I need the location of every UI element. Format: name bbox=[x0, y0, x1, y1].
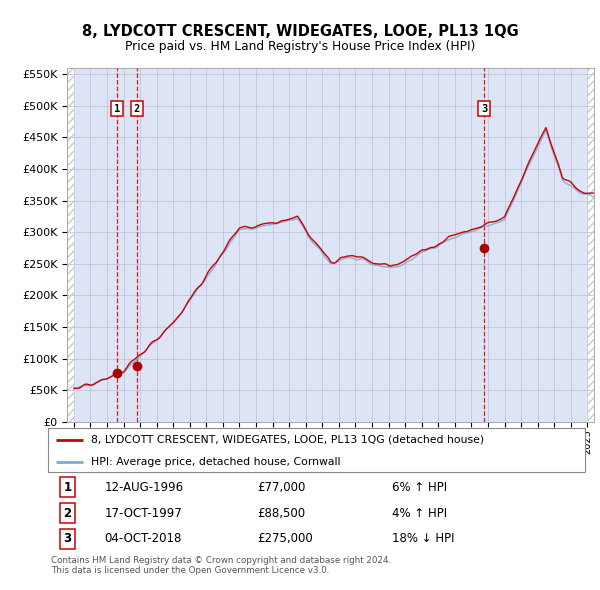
Text: 6% ↑ HPI: 6% ↑ HPI bbox=[392, 481, 447, 494]
Text: £77,000: £77,000 bbox=[257, 481, 306, 494]
Text: £275,000: £275,000 bbox=[257, 532, 313, 545]
Text: 2: 2 bbox=[134, 104, 140, 113]
Text: 04-OCT-2018: 04-OCT-2018 bbox=[104, 532, 182, 545]
Text: 12-AUG-1996: 12-AUG-1996 bbox=[104, 481, 184, 494]
Text: 1: 1 bbox=[114, 104, 121, 113]
Bar bbox=[67, 68, 74, 422]
Text: 4% ↑ HPI: 4% ↑ HPI bbox=[392, 506, 447, 520]
Text: 2: 2 bbox=[63, 506, 71, 520]
Text: Price paid vs. HM Land Registry's House Price Index (HPI): Price paid vs. HM Land Registry's House … bbox=[125, 40, 475, 53]
FancyBboxPatch shape bbox=[48, 428, 585, 472]
Bar bbox=[587, 68, 594, 422]
Text: 1: 1 bbox=[63, 481, 71, 494]
Text: 3: 3 bbox=[63, 532, 71, 545]
Text: 8, LYDCOTT CRESCENT, WIDEGATES, LOOE, PL13 1QG: 8, LYDCOTT CRESCENT, WIDEGATES, LOOE, PL… bbox=[82, 24, 518, 38]
Text: HPI: Average price, detached house, Cornwall: HPI: Average price, detached house, Corn… bbox=[91, 457, 340, 467]
Text: 3: 3 bbox=[481, 104, 487, 113]
Bar bbox=[587, 68, 594, 422]
Text: Contains HM Land Registry data © Crown copyright and database right 2024.
This d: Contains HM Land Registry data © Crown c… bbox=[51, 556, 391, 575]
Text: 17-OCT-1997: 17-OCT-1997 bbox=[104, 506, 182, 520]
Text: £88,500: £88,500 bbox=[257, 506, 305, 520]
Text: 18% ↓ HPI: 18% ↓ HPI bbox=[392, 532, 454, 545]
Bar bbox=[67, 68, 74, 422]
Text: 8, LYDCOTT CRESCENT, WIDEGATES, LOOE, PL13 1QG (detached house): 8, LYDCOTT CRESCENT, WIDEGATES, LOOE, PL… bbox=[91, 435, 484, 445]
